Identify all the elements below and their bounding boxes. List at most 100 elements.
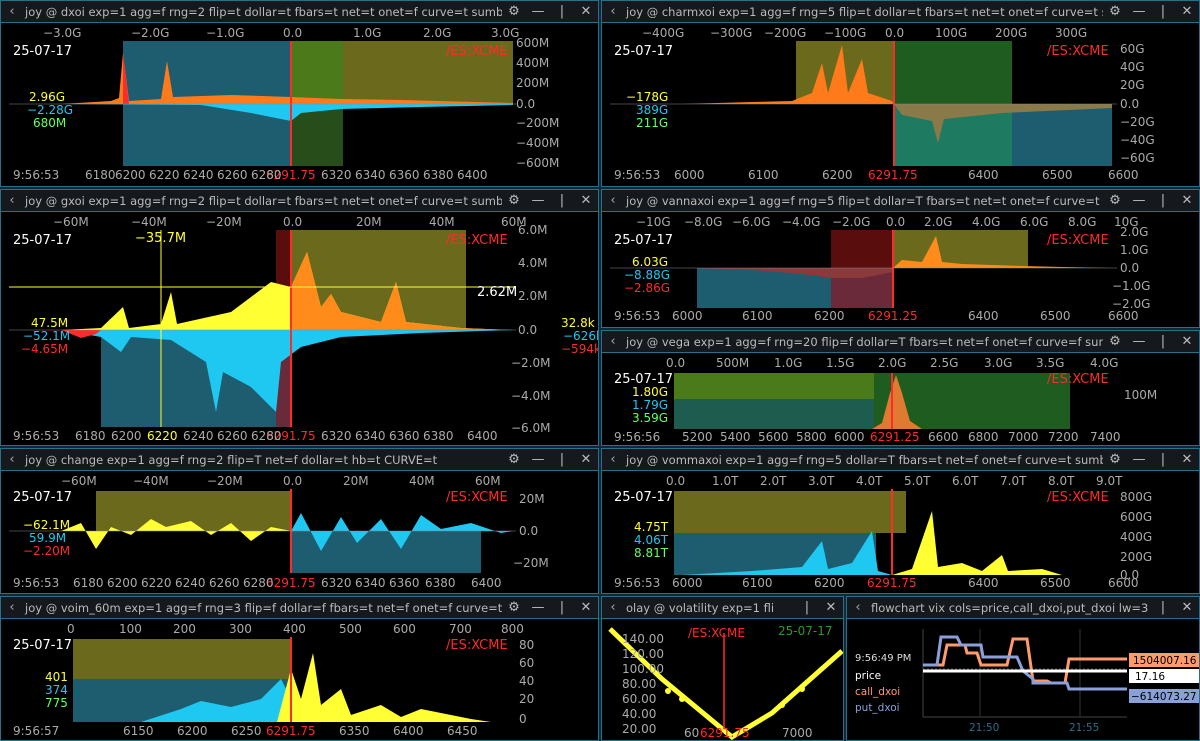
close-icon[interactable]: ✕: [1181, 600, 1193, 615]
call-total: 4.75T: [634, 520, 669, 534]
gear-icon[interactable]: ⚙: [1109, 334, 1121, 349]
chevron-left-icon[interactable]: ‹: [610, 334, 616, 349]
right-put-total: −626k: [563, 329, 599, 343]
minimize-icon[interactable]: —: [1132, 4, 1146, 19]
x-tick: 21:50: [969, 722, 999, 734]
close-icon[interactable]: ✕: [1181, 4, 1193, 19]
right-tick: 0.0: [1120, 568, 1139, 582]
close-icon[interactable]: ✕: [580, 600, 592, 615]
gear-icon[interactable]: ⚙: [508, 4, 520, 19]
minimize-icon[interactable]: —: [1132, 452, 1146, 467]
top-tick: −200G: [764, 26, 806, 40]
split-icon[interactable]: |: [804, 600, 810, 615]
crosshair-right-value: 2.62M: [477, 285, 517, 300]
minimize-icon[interactable]: —: [1132, 334, 1146, 349]
right-call-total: 32.8k: [561, 316, 595, 330]
top-tick: 0.0: [283, 26, 302, 40]
spot-label: 6291.75: [266, 429, 316, 443]
bottom-tick: 6400: [471, 576, 502, 590]
minimize-icon[interactable]: —: [1132, 193, 1146, 208]
top-tick: 9.0T: [1096, 474, 1123, 488]
gear-icon[interactable]: ⚙: [1109, 4, 1121, 19]
titlebar: ‹ joy @ charmxoi exp=1 agg=f rng=5 flip=…: [602, 1, 1199, 23]
close-icon[interactable]: ✕: [1181, 452, 1193, 467]
olive-range: [343, 41, 513, 104]
chevron-left-icon[interactable]: ‹: [9, 193, 15, 208]
top-tick: 2.5G: [930, 356, 958, 370]
chevron-left-icon[interactable]: ‹: [610, 452, 616, 467]
gear-icon[interactable]: ⚙: [1109, 193, 1121, 208]
top-tick: −100G: [824, 26, 866, 40]
bottom-tick: 6200: [822, 168, 853, 182]
split-icon[interactable]: |: [559, 193, 565, 208]
bottom-tick: 6000: [672, 576, 703, 590]
chevron-left-icon[interactable]: ‹: [610, 600, 616, 615]
close-icon[interactable]: ✕: [1181, 193, 1193, 208]
split-icon[interactable]: |: [1160, 4, 1166, 19]
gear-icon[interactable]: ⚙: [508, 600, 520, 615]
crosshair-bottom-value: 6220: [147, 429, 178, 443]
split-icon[interactable]: |: [559, 4, 565, 19]
close-icon[interactable]: ✕: [1181, 334, 1193, 349]
date-label: 25-07-17: [614, 490, 673, 505]
chevron-left-icon[interactable]: ‹: [855, 600, 861, 615]
bottom-tick: 6380: [423, 168, 454, 182]
minimize-icon[interactable]: —: [531, 193, 545, 208]
panel-title: joy @ dxoi exp=1 agg=f rng=2 flip=t doll…: [25, 4, 502, 19]
gear-icon[interactable]: ⚙: [508, 452, 520, 467]
spot-label: 6291.75: [867, 576, 917, 590]
y-tick: 40.00: [622, 707, 656, 721]
put-curve: [682, 531, 892, 575]
top-tick: 1.0G: [774, 356, 802, 370]
gear-icon[interactable]: ⚙: [1109, 452, 1121, 467]
split-icon[interactable]: |: [1160, 334, 1166, 349]
minimize-icon[interactable]: —: [531, 600, 545, 615]
y-tick: 120.00: [622, 647, 664, 661]
split-icon[interactable]: |: [559, 600, 565, 615]
bottom-tick: 6400: [968, 168, 999, 182]
vega-curve: [872, 375, 922, 429]
top-tick: 4.0G: [1090, 356, 1118, 370]
bottom-tick: 6240: [183, 168, 214, 182]
bottom-tick: 6000: [834, 430, 865, 444]
split-icon[interactable]: |: [1160, 193, 1166, 208]
right-tick: 80: [519, 638, 534, 652]
call-total: −178G: [626, 90, 668, 104]
split-icon[interactable]: |: [559, 452, 565, 467]
chevron-left-icon[interactable]: ‹: [9, 600, 15, 615]
call-range-area: [291, 41, 343, 104]
bottom-tick: 6340: [355, 168, 386, 182]
minimize-icon[interactable]: —: [531, 4, 545, 19]
minimize-icon[interactable]: —: [531, 452, 545, 467]
split-icon[interactable]: |: [1160, 452, 1166, 467]
titlebar: ‹ joy @ gxoi exp=1 agg=f rng=2 flip=t do…: [1, 190, 598, 212]
volatility-chart: /ES:XCME 25-07-17 140.00 120.00 100.00 8…: [608, 624, 843, 740]
close-icon[interactable]: ✕: [825, 600, 837, 615]
top-tick: −60M: [53, 215, 89, 229]
x-tick: 7000: [782, 726, 813, 740]
close-icon[interactable]: ✕: [580, 193, 592, 208]
top-tick: −1.0G: [206, 26, 244, 40]
close-icon[interactable]: ✕: [580, 4, 592, 19]
close-icon[interactable]: ✕: [580, 452, 592, 467]
top-tick: 300: [229, 622, 252, 636]
chevron-left-icon[interactable]: ‹: [610, 193, 616, 208]
right-tick: 400G: [1120, 530, 1152, 544]
panel-title: joy @ charmxoi exp=1 agg=f rng=5 flip=t …: [626, 4, 1103, 19]
bottom-tick: 6600: [1108, 576, 1139, 590]
put-curve: [141, 679, 301, 722]
chevron-left-icon[interactable]: ‹: [610, 4, 616, 19]
top-tick: 0.0: [666, 474, 685, 488]
bottom-tick: 5800: [796, 430, 827, 444]
date-label: 25-07-17: [13, 490, 72, 505]
right-tick: 0.0: [518, 323, 537, 337]
bottom-tick: 6000: [672, 309, 703, 323]
chevron-left-icon[interactable]: ‹: [9, 4, 15, 19]
bottom-tick: 6500: [1042, 168, 1073, 182]
vol-point: [779, 702, 785, 708]
gear-icon[interactable]: ⚙: [508, 193, 520, 208]
call-total: 1.80G: [632, 385, 668, 399]
top-tick: 0.0: [666, 356, 685, 370]
split-icon[interactable]: |: [1160, 600, 1166, 615]
chevron-left-icon[interactable]: ‹: [9, 452, 15, 467]
